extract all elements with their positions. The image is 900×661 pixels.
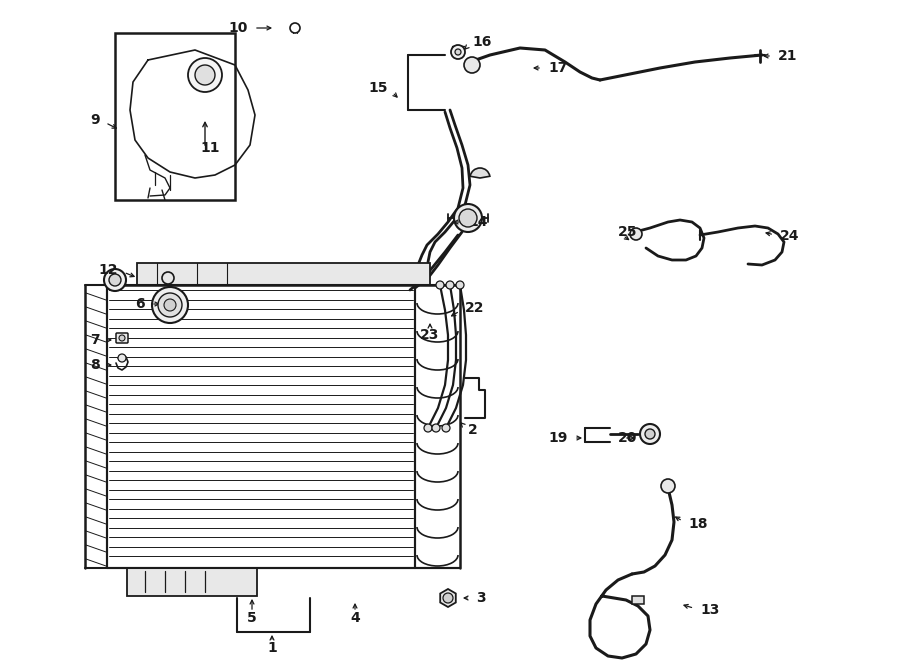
Text: 8: 8 bbox=[90, 358, 100, 372]
Circle shape bbox=[451, 45, 465, 59]
Bar bbox=[115, 33, 235, 200]
Text: 10: 10 bbox=[229, 21, 248, 35]
FancyBboxPatch shape bbox=[116, 333, 128, 343]
Circle shape bbox=[645, 429, 655, 439]
Text: 12: 12 bbox=[98, 263, 118, 277]
Text: 18: 18 bbox=[688, 517, 707, 531]
Text: 5: 5 bbox=[248, 611, 256, 625]
Text: 24: 24 bbox=[780, 229, 799, 243]
Text: 15: 15 bbox=[368, 81, 388, 95]
Bar bbox=[137, 263, 430, 285]
Circle shape bbox=[436, 281, 444, 289]
Circle shape bbox=[118, 354, 126, 362]
Text: 3: 3 bbox=[476, 591, 486, 605]
Circle shape bbox=[661, 479, 675, 493]
Circle shape bbox=[443, 593, 453, 603]
Ellipse shape bbox=[454, 204, 482, 232]
Text: 14: 14 bbox=[468, 215, 488, 229]
Circle shape bbox=[630, 228, 642, 240]
Text: 22: 22 bbox=[465, 301, 484, 315]
Text: 2: 2 bbox=[468, 423, 478, 437]
Text: 9: 9 bbox=[90, 113, 100, 127]
Circle shape bbox=[152, 287, 188, 323]
Circle shape bbox=[455, 49, 461, 55]
Circle shape bbox=[195, 65, 215, 85]
Text: 4: 4 bbox=[350, 611, 360, 625]
Circle shape bbox=[158, 293, 182, 317]
Text: 1: 1 bbox=[267, 641, 277, 655]
Bar bbox=[127, 568, 257, 596]
Text: 7: 7 bbox=[90, 333, 100, 347]
Text: 19: 19 bbox=[549, 431, 568, 445]
Circle shape bbox=[424, 424, 432, 432]
Text: 20: 20 bbox=[618, 431, 637, 445]
Circle shape bbox=[164, 299, 176, 311]
Circle shape bbox=[640, 424, 660, 444]
Circle shape bbox=[162, 272, 174, 284]
Circle shape bbox=[188, 58, 222, 92]
Text: 16: 16 bbox=[472, 35, 491, 49]
Text: 25: 25 bbox=[618, 225, 637, 239]
Text: 17: 17 bbox=[548, 61, 567, 75]
Circle shape bbox=[119, 335, 125, 341]
Bar bbox=[632, 596, 644, 604]
Circle shape bbox=[432, 424, 440, 432]
Text: 13: 13 bbox=[700, 603, 719, 617]
Circle shape bbox=[290, 23, 300, 33]
Wedge shape bbox=[470, 168, 490, 178]
Text: 21: 21 bbox=[778, 49, 797, 63]
Circle shape bbox=[446, 281, 454, 289]
Circle shape bbox=[456, 281, 464, 289]
Ellipse shape bbox=[459, 209, 477, 227]
Circle shape bbox=[109, 274, 121, 286]
Circle shape bbox=[442, 424, 450, 432]
Text: 23: 23 bbox=[420, 328, 440, 342]
Circle shape bbox=[464, 57, 480, 73]
Circle shape bbox=[104, 269, 126, 291]
Text: 11: 11 bbox=[200, 141, 220, 155]
Text: 6: 6 bbox=[135, 297, 145, 311]
